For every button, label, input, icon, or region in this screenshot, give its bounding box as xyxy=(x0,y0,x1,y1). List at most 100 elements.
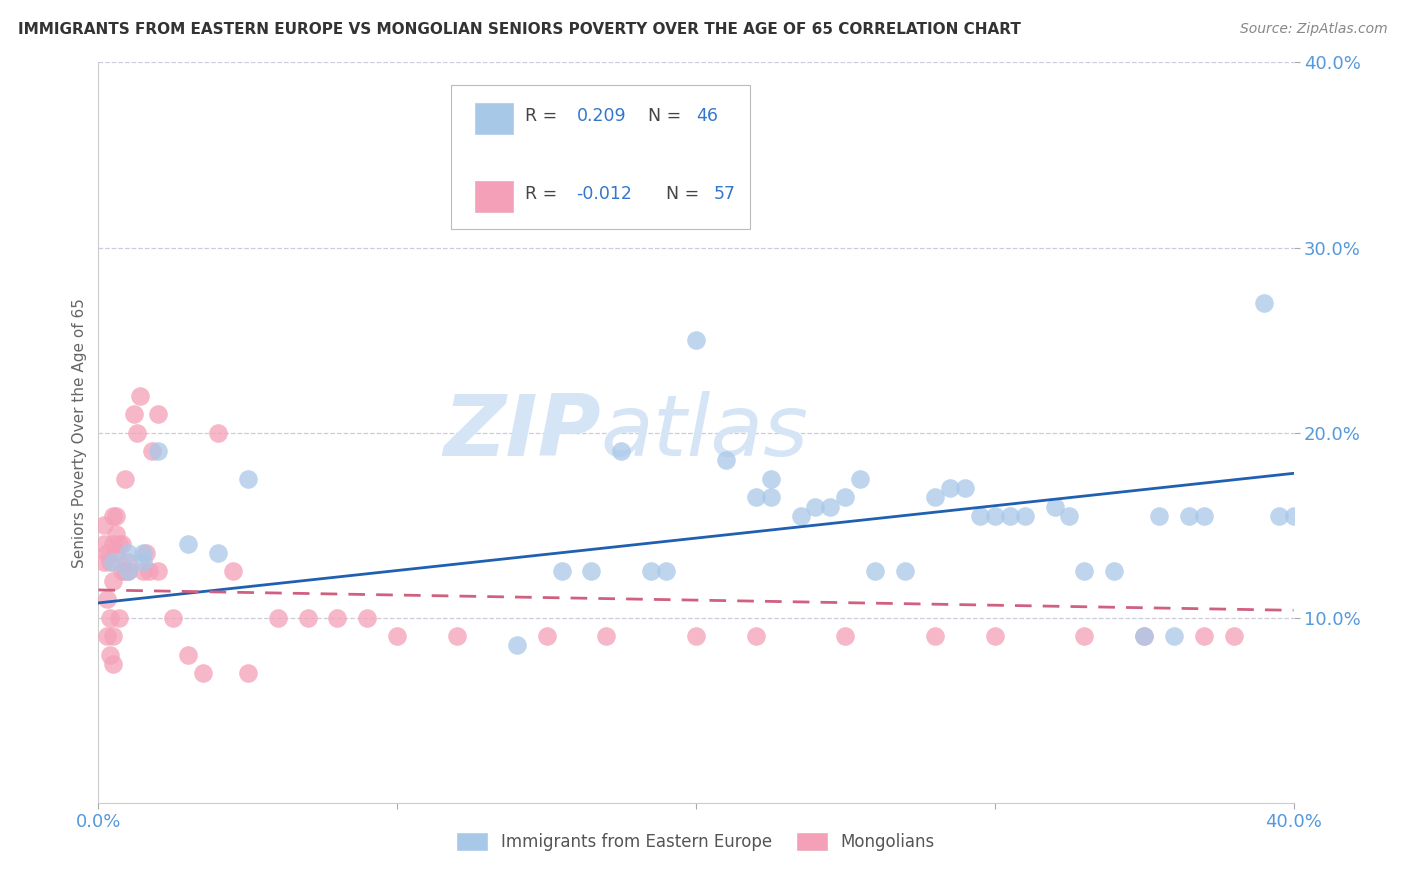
Point xyxy=(745,629,768,643)
Text: R =: R = xyxy=(524,186,562,203)
Point xyxy=(98,648,122,662)
Point xyxy=(834,629,856,643)
Point xyxy=(1104,565,1126,579)
Point xyxy=(96,629,118,643)
Point xyxy=(640,565,662,579)
Y-axis label: Seniors Poverty Over the Age of 65: Seniors Poverty Over the Age of 65 xyxy=(72,298,87,567)
Point xyxy=(1282,508,1305,523)
Point xyxy=(222,565,245,579)
Point xyxy=(610,444,633,458)
Point xyxy=(98,610,122,624)
Point xyxy=(984,629,1007,643)
Point xyxy=(1073,565,1095,579)
Point xyxy=(207,425,229,440)
Point xyxy=(177,648,200,662)
Point xyxy=(117,546,139,560)
Point xyxy=(759,472,782,486)
Point xyxy=(1163,629,1185,643)
Point xyxy=(93,536,115,550)
Point xyxy=(1014,508,1036,523)
Point xyxy=(385,629,409,643)
FancyBboxPatch shape xyxy=(451,85,749,229)
Point xyxy=(1043,500,1066,514)
Point xyxy=(103,629,125,643)
Text: N =: N = xyxy=(666,186,704,203)
Point xyxy=(207,546,229,560)
Text: 46: 46 xyxy=(696,108,718,126)
Point xyxy=(267,610,290,624)
Point xyxy=(924,491,946,505)
Point xyxy=(506,639,529,653)
Point xyxy=(745,491,768,505)
Text: ZIP: ZIP xyxy=(443,391,600,475)
Point xyxy=(804,500,827,514)
Point xyxy=(326,610,349,624)
Point xyxy=(1223,629,1246,643)
Point xyxy=(297,610,319,624)
Point xyxy=(356,610,378,624)
Point xyxy=(132,555,155,569)
Point xyxy=(759,491,782,505)
Point xyxy=(984,508,1007,523)
Point xyxy=(236,666,259,681)
FancyBboxPatch shape xyxy=(475,103,513,135)
Point xyxy=(581,565,603,579)
Point xyxy=(536,629,558,643)
Point xyxy=(1192,508,1215,523)
Point xyxy=(1178,508,1201,523)
Point xyxy=(103,508,125,523)
Point xyxy=(148,407,170,421)
Point xyxy=(117,555,139,569)
Point xyxy=(117,565,139,579)
Point xyxy=(1059,508,1081,523)
Point xyxy=(127,425,149,440)
Point xyxy=(939,481,962,495)
Point xyxy=(446,629,468,643)
Point xyxy=(108,536,131,550)
Point xyxy=(132,565,155,579)
Point xyxy=(924,629,946,643)
Point xyxy=(820,500,842,514)
Point xyxy=(1147,508,1170,523)
Point xyxy=(93,518,115,533)
Point xyxy=(789,508,811,523)
Point xyxy=(1133,629,1156,643)
Point xyxy=(96,546,118,560)
Point xyxy=(1267,508,1289,523)
Point xyxy=(148,565,170,579)
Point xyxy=(103,574,125,588)
Point xyxy=(138,565,160,579)
Point xyxy=(834,491,856,505)
Point xyxy=(103,536,125,550)
Point xyxy=(103,555,125,569)
Point xyxy=(124,407,146,421)
Point xyxy=(114,472,136,486)
Point xyxy=(162,610,184,624)
Point xyxy=(105,546,128,560)
Point xyxy=(655,565,678,579)
Point xyxy=(849,472,872,486)
Text: 57: 57 xyxy=(714,186,735,203)
Point xyxy=(114,565,136,579)
Text: N =: N = xyxy=(648,108,688,126)
Text: R =: R = xyxy=(524,108,562,126)
Point xyxy=(93,555,115,569)
Point xyxy=(96,592,118,607)
Legend: Immigrants from Eastern Europe, Mongolians: Immigrants from Eastern Europe, Mongolia… xyxy=(451,826,941,857)
Point xyxy=(894,565,917,579)
Point xyxy=(132,546,155,560)
Point xyxy=(714,453,737,467)
Point xyxy=(117,565,139,579)
Text: atlas: atlas xyxy=(600,391,808,475)
Point xyxy=(191,666,214,681)
Point xyxy=(595,629,617,643)
Text: 0.209: 0.209 xyxy=(576,108,626,126)
Point xyxy=(135,546,157,560)
Point xyxy=(177,536,200,550)
Point xyxy=(236,472,259,486)
Point xyxy=(129,388,152,402)
Point xyxy=(969,508,991,523)
Point xyxy=(111,565,134,579)
Point xyxy=(953,481,976,495)
Point xyxy=(105,508,128,523)
